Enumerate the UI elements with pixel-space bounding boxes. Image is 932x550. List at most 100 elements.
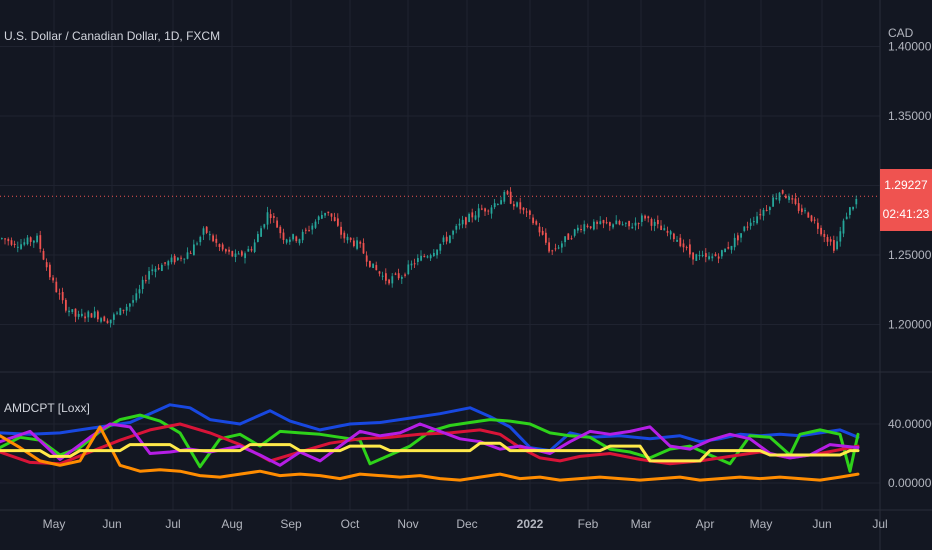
- candle-body: [388, 279, 390, 284]
- candle-body: [522, 207, 525, 211]
- candle-body: [714, 254, 717, 257]
- candle-body: [820, 227, 822, 235]
- candle-body: [513, 204, 515, 207]
- candle-body: [33, 240, 35, 243]
- candle-body: [609, 222, 611, 226]
- candle-body: [109, 319, 112, 324]
- candle-body: [759, 214, 762, 216]
- candle-body: [20, 244, 22, 249]
- candle-body: [785, 195, 787, 199]
- candle-body: [474, 215, 477, 220]
- candle-body: [61, 291, 64, 301]
- purple-series-line: [0, 422, 860, 467]
- candle-body: [625, 222, 627, 224]
- candle-body: [65, 299, 67, 311]
- candle-body: [650, 218, 653, 226]
- candle-body: [164, 262, 166, 264]
- candle-body: [209, 234, 211, 236]
- candle-body: [449, 235, 451, 243]
- candle-body: [673, 233, 675, 240]
- symbol-title[interactable]: U.S. Dollar / Canadian Dollar, 1D, FXCM: [4, 29, 220, 43]
- candle-body: [554, 248, 557, 250]
- candle-body: [343, 232, 346, 239]
- candle-body: [839, 231, 842, 242]
- candle-body: [74, 308, 77, 317]
- candle-body: [177, 257, 179, 261]
- y-tick-label: 1.25000: [888, 248, 932, 262]
- osc-y-tick-label: 40.00000: [888, 417, 932, 431]
- candle-body: [487, 210, 490, 212]
- candle-body: [698, 254, 701, 257]
- candle-body: [356, 240, 358, 249]
- candle-body: [263, 224, 266, 228]
- x-tick-label: Dec: [456, 517, 477, 531]
- candle-body: [410, 263, 413, 266]
- candle-body: [330, 213, 333, 217]
- candle-body: [231, 251, 234, 257]
- candle-body: [199, 236, 202, 243]
- x-tick-label: May: [750, 517, 773, 531]
- price-badge: [880, 169, 932, 231]
- candle-body: [247, 248, 250, 252]
- candle-body: [823, 233, 826, 237]
- candle-body: [701, 254, 704, 256]
- orange-series-line: [0, 425, 860, 482]
- candle-body: [845, 216, 848, 220]
- candle-body: [743, 226, 746, 231]
- candle-body: [375, 265, 378, 271]
- candle-body: [455, 225, 458, 230]
- blue-series-line: [0, 403, 860, 453]
- candle-body: [813, 219, 816, 221]
- candle-body: [436, 249, 438, 256]
- candle-body: [557, 247, 560, 249]
- candle-body: [228, 249, 230, 252]
- candle-body: [577, 227, 579, 231]
- candle-body: [372, 263, 374, 268]
- candle-body: [602, 220, 605, 224]
- candle-body: [106, 320, 109, 324]
- candle-body: [855, 198, 858, 205]
- candle-body: [241, 251, 243, 256]
- candle-body: [583, 224, 586, 232]
- candle-body: [36, 235, 38, 243]
- candle-body: [541, 230, 544, 235]
- candle-body: [157, 267, 160, 270]
- candle-body: [1, 238, 3, 240]
- candle-body: [311, 225, 314, 230]
- candle-body: [161, 264, 163, 271]
- candle-body: [468, 213, 470, 222]
- candle-body: [724, 248, 726, 253]
- candle-body: [679, 237, 682, 247]
- candle-body: [13, 243, 16, 246]
- candle-body: [186, 252, 189, 259]
- currency-label: CAD: [888, 26, 914, 40]
- y-tick-label: 1.35000: [888, 109, 932, 123]
- candle-body: [695, 254, 698, 261]
- candle-body: [167, 261, 170, 266]
- indicator-title[interactable]: AMDCPT [Loxx]: [4, 401, 90, 415]
- candle-body: [391, 276, 394, 284]
- candle-body: [378, 271, 381, 274]
- candle-body: [647, 216, 650, 219]
- candle-body: [737, 235, 739, 241]
- x-tick-label: Apr: [696, 517, 715, 531]
- price-badge-value: 1.29227: [884, 178, 928, 192]
- candle-body: [733, 237, 736, 248]
- candle-body: [49, 264, 51, 278]
- oscillator-layer: [0, 403, 860, 482]
- candle-body: [503, 191, 506, 202]
- candle-body: [596, 221, 598, 224]
- candle-body: [657, 219, 659, 225]
- candle-body: [730, 245, 733, 250]
- candle-body: [506, 191, 509, 195]
- candle-body: [353, 240, 355, 247]
- x-tick-label: Oct: [341, 517, 360, 531]
- candle-body: [644, 215, 646, 219]
- candle-body: [81, 313, 83, 317]
- candle-body: [605, 222, 608, 224]
- candle-body: [810, 215, 813, 222]
- candle-body: [836, 241, 838, 250]
- candle-body: [689, 244, 691, 255]
